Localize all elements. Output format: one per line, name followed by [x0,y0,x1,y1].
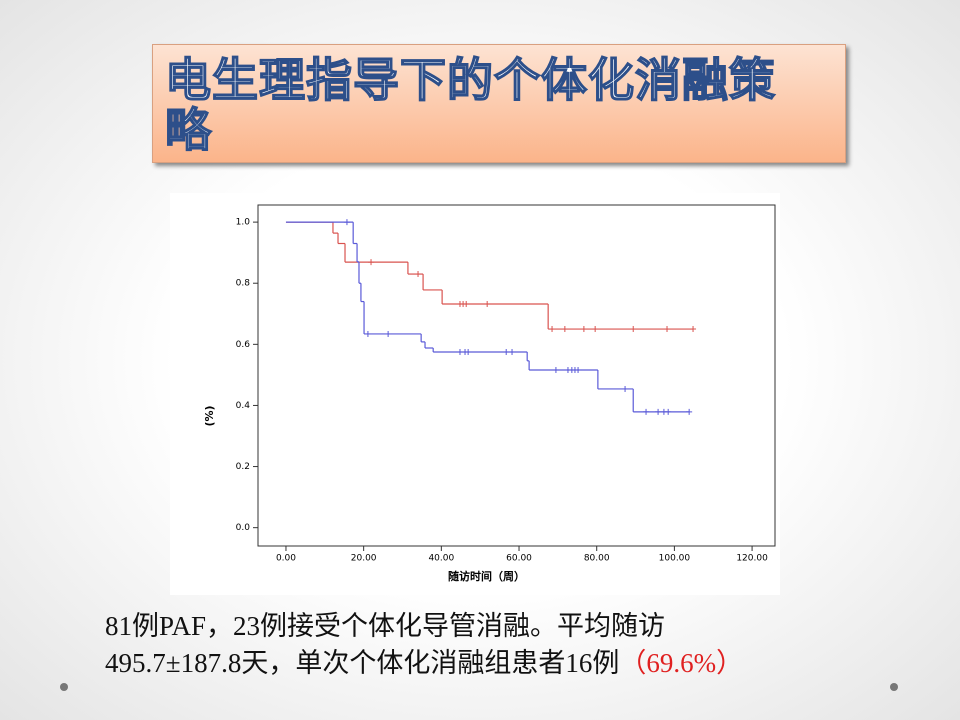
y-axis-label: (%) [203,405,216,426]
chart-background [170,193,780,595]
censor-mark [484,301,491,307]
bullet-dot [60,683,68,691]
censor-mark [552,367,559,373]
caption-highlight: （69.6%） [619,648,744,678]
censor-mark [665,408,672,415]
y-tick-label: 0.6 [236,340,251,350]
x-tick-label: 100.00 [659,554,691,564]
x-tick-label: 20.00 [351,554,377,564]
title-box: 电生理指导下的个体化消融策略 [152,44,846,163]
censor-mark [503,348,510,355]
slide-title: 电生理指导下的个体化消融策略 [164,53,776,157]
censor-mark [509,348,516,355]
censor-mark [549,326,556,333]
caption-line: 81例PAF，23例接受个体化导管消融。平均随访 [105,611,666,641]
censor-mark [561,326,568,333]
censor-mark [630,326,637,333]
y-tick-label: 0.0 [236,523,251,533]
censor-mark [364,330,371,337]
censor-mark [592,326,599,333]
censor-mark [463,301,470,307]
x-tick-label: 80.00 [584,554,610,564]
x-tick-label: 60.00 [506,554,532,564]
censor-mark [465,348,472,355]
bullet-dot [890,683,898,691]
censor-mark [385,330,392,337]
censor-mark [575,367,582,373]
censor-mark [343,219,350,226]
y-tick-label: 0.2 [236,462,250,472]
censor-mark [622,385,629,392]
censor-mark [580,326,587,333]
censor-mark [643,408,650,415]
x-tick-label: 120.00 [736,554,768,564]
caption-text: 495.7±187.8天，单次个体化消融组患者16例 [105,648,620,678]
plot-frame [257,204,776,547]
caption-line: 495.7±187.8天，单次个体化消融组患者16例（69.6%） [105,641,743,680]
x-axis-label: 随访时间（周） [448,569,525,583]
x-tick-label: 0.00 [276,554,296,564]
x-tick-label: 40.00 [428,554,454,564]
y-tick-label: 1.0 [236,218,251,228]
censor-mark [368,259,375,266]
censor-mark [664,326,671,333]
censor-mark [690,326,697,333]
y-tick-label: 0.4 [236,401,251,411]
censor-mark [456,348,463,355]
censor-mark [415,271,422,278]
y-tick-label: 0.8 [236,279,251,289]
censor-mark [686,408,693,415]
censor-mark [655,408,662,415]
